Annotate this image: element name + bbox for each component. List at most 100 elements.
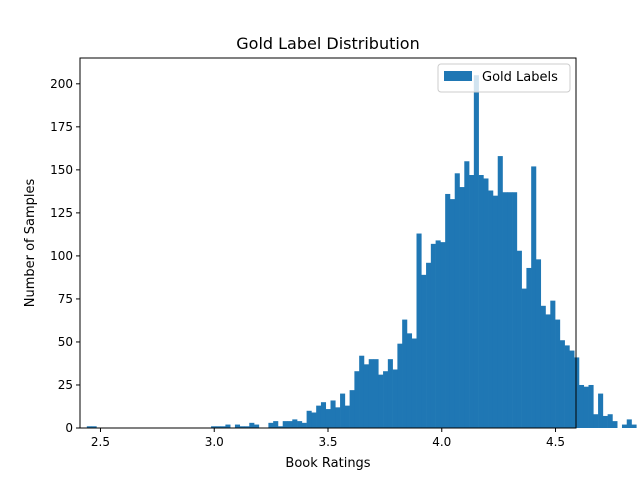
histogram-bar bbox=[325, 409, 331, 428]
histogram-bar bbox=[387, 359, 393, 428]
histogram-bar bbox=[249, 422, 255, 428]
histogram-bar bbox=[512, 192, 518, 428]
histogram-bar bbox=[421, 274, 427, 428]
x-tick-label: 4.0 bbox=[432, 435, 451, 449]
histogram-bar bbox=[411, 338, 417, 428]
y-tick-label: 125 bbox=[50, 206, 73, 220]
x-tick-label: 3.0 bbox=[205, 435, 224, 449]
histogram-bar bbox=[426, 262, 432, 428]
histogram-bar bbox=[449, 199, 456, 428]
histogram-bar bbox=[306, 410, 312, 428]
histogram-bar bbox=[569, 350, 575, 428]
histogram-bar bbox=[383, 371, 389, 428]
histogram-bar bbox=[363, 364, 370, 428]
histogram-bar bbox=[435, 240, 441, 428]
histogram-bar bbox=[464, 161, 470, 428]
histogram-bar bbox=[445, 193, 451, 428]
histogram-bar bbox=[531, 166, 537, 429]
histogram-bars bbox=[86, 75, 637, 429]
histogram-bar bbox=[344, 405, 350, 428]
histogram-bar bbox=[430, 243, 436, 428]
histogram-bar bbox=[368, 359, 374, 428]
histogram-bar bbox=[277, 426, 284, 428]
y-tick-label: 200 bbox=[50, 77, 73, 91]
y-tick-label: 50 bbox=[58, 335, 73, 349]
histogram-bar bbox=[292, 419, 298, 428]
histogram-bar bbox=[282, 421, 288, 428]
legend-label: Gold Labels bbox=[482, 70, 558, 85]
y-tick-label: 150 bbox=[50, 163, 73, 177]
histogram-bar bbox=[340, 393, 346, 428]
histogram-bar bbox=[402, 319, 408, 428]
histogram-bar bbox=[550, 300, 556, 428]
histogram-bar bbox=[373, 359, 379, 428]
histogram-bar bbox=[320, 402, 327, 428]
histogram-bar bbox=[574, 357, 580, 428]
histogram-bar bbox=[502, 192, 508, 428]
histogram-bar bbox=[220, 426, 226, 428]
histogram-bar bbox=[268, 422, 274, 428]
histogram-bar bbox=[602, 415, 608, 428]
histogram-bar bbox=[254, 424, 260, 428]
histogram-bar bbox=[416, 233, 422, 428]
histogram-bar bbox=[598, 393, 604, 428]
histogram-bar bbox=[406, 333, 413, 428]
y-tick-label: 75 bbox=[58, 292, 73, 306]
x-tick-label: 4.5 bbox=[546, 435, 565, 449]
histogram-bar bbox=[354, 371, 360, 428]
histogram-bar bbox=[287, 421, 293, 428]
histogram-bar bbox=[593, 414, 599, 428]
histogram-bar bbox=[607, 414, 613, 428]
legend-swatch bbox=[444, 71, 472, 81]
histogram-bar bbox=[91, 426, 97, 428]
histogram-bar bbox=[359, 355, 365, 428]
histogram-bar bbox=[301, 422, 307, 428]
histogram-bar bbox=[540, 305, 546, 428]
histogram-bar bbox=[239, 426, 245, 428]
histogram-bar bbox=[86, 426, 92, 428]
histogram-bar bbox=[492, 195, 499, 428]
histogram-bar bbox=[507, 192, 513, 428]
histogram-bar bbox=[349, 390, 355, 428]
histogram-bar bbox=[211, 426, 217, 428]
histogram-bar bbox=[459, 187, 465, 428]
y-axis-ticks: 0 25 50 75 100 125 150 175 200 bbox=[50, 77, 80, 435]
histogram-bar bbox=[397, 343, 403, 428]
histogram-bar bbox=[631, 424, 637, 428]
legend: Gold Labels bbox=[437, 63, 571, 93]
histogram-bar bbox=[440, 242, 446, 428]
histogram-bar bbox=[378, 374, 384, 428]
x-axis-label: Book Ratings bbox=[285, 456, 370, 471]
histogram-bar bbox=[555, 319, 561, 428]
histogram-bar bbox=[234, 424, 241, 428]
histogram-bar bbox=[626, 419, 632, 428]
histogram-bar bbox=[578, 384, 585, 428]
histogram-bar bbox=[488, 190, 494, 428]
histogram-bar bbox=[273, 421, 279, 428]
histogram-bar bbox=[564, 345, 570, 428]
histogram-bar bbox=[335, 407, 341, 428]
histogram-bar bbox=[621, 424, 628, 428]
histogram-bar bbox=[545, 314, 551, 428]
histogram-bar bbox=[588, 384, 594, 428]
y-tick-label: 25 bbox=[58, 378, 73, 392]
y-tick-label: 175 bbox=[50, 120, 73, 134]
histogram-bar bbox=[297, 421, 303, 428]
histogram-bar bbox=[469, 175, 475, 428]
histogram-bar bbox=[483, 178, 489, 428]
y-tick-label: 0 bbox=[65, 421, 73, 435]
histogram-bar bbox=[612, 421, 618, 428]
histogram-bar bbox=[316, 405, 322, 428]
histogram-bar bbox=[583, 386, 589, 428]
histogram-bar bbox=[311, 412, 317, 428]
histogram-bar bbox=[392, 369, 398, 428]
y-tick-label: 100 bbox=[50, 249, 73, 263]
histogram-bar bbox=[516, 250, 522, 428]
x-axis-ticks: 2.5 3.0 3.5 4.0 4.5 bbox=[91, 428, 565, 449]
histogram-bar bbox=[225, 424, 231, 428]
histogram-bar bbox=[215, 426, 221, 428]
histogram-bar bbox=[526, 267, 532, 428]
histogram-bar bbox=[473, 75, 479, 429]
histogram-bar bbox=[454, 173, 460, 428]
